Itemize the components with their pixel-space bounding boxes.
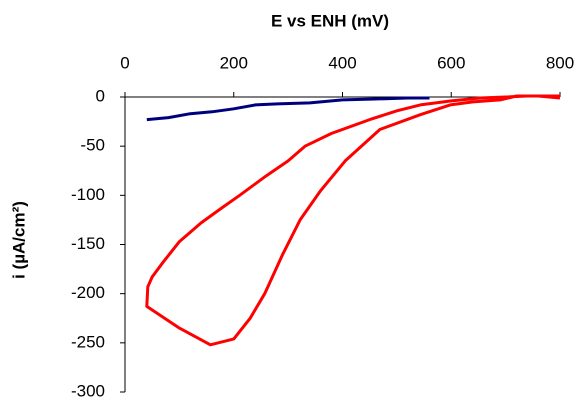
y-tick-label: -150 bbox=[71, 234, 105, 253]
x-tick-label: 600 bbox=[437, 53, 465, 72]
y-axis-title: i (µA/cm²) bbox=[9, 201, 28, 279]
data-line bbox=[146, 96, 430, 122]
y-tick-label: -300 bbox=[71, 381, 105, 400]
data-line bbox=[145, 94, 561, 347]
y-tick-label: -100 bbox=[71, 185, 105, 204]
x-tick-label: 800 bbox=[546, 53, 574, 72]
y-tick-label: -200 bbox=[71, 283, 105, 302]
y-tick-label: -50 bbox=[80, 136, 105, 155]
x-tick-label: 400 bbox=[328, 53, 356, 72]
x-axis-title: E vs ENH (mV) bbox=[271, 11, 389, 30]
x-tick-label: 0 bbox=[120, 53, 129, 72]
y-tick-label: 0 bbox=[96, 86, 105, 105]
x-tick-label: 200 bbox=[220, 53, 248, 72]
y-tick-label: -250 bbox=[71, 332, 105, 351]
